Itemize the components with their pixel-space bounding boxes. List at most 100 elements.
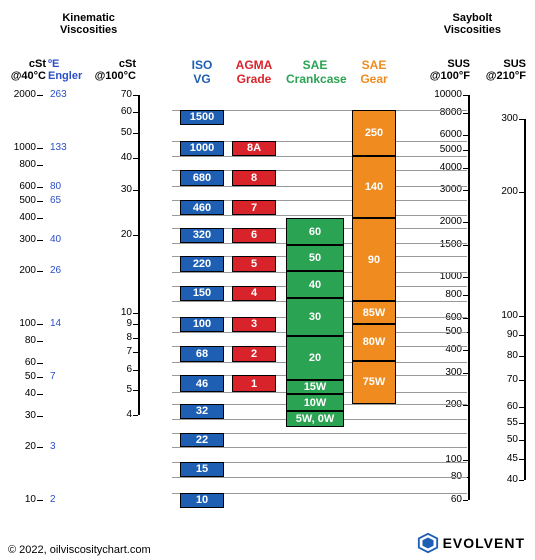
tick-sus210: 100 — [490, 311, 518, 321]
agma-box: 2 — [232, 346, 276, 362]
agma-box: 5 — [232, 256, 276, 271]
tick-mark — [519, 192, 524, 193]
col-header-sae-crankcase: SAECrankcase — [286, 58, 344, 86]
tick-sus100: 4000 — [432, 163, 462, 173]
tick-mark — [133, 338, 138, 339]
tick-cst40: 30 — [4, 411, 36, 421]
gridline — [172, 447, 467, 448]
gridline — [172, 186, 467, 187]
tick-cst40: 50 — [4, 372, 36, 382]
tick-mark — [133, 313, 138, 314]
tick-sus210: 60 — [490, 402, 518, 412]
tick-sus210: 45 — [490, 454, 518, 464]
tick-cst100: 10 — [108, 308, 132, 318]
iso-box: 32 — [180, 404, 224, 418]
tick-mark — [519, 316, 524, 317]
tick-mark — [37, 95, 43, 96]
col-header-agma: AGMAGrade — [232, 58, 276, 86]
sae-crankcase-box: 20 — [286, 336, 344, 380]
iso-box: 680 — [180, 170, 224, 186]
tick-mark — [133, 390, 138, 391]
header-saybolt: Saybolt Viscosities — [444, 12, 501, 36]
tick-sus100: 60 — [432, 495, 462, 505]
tick-cst100: 70 — [108, 90, 132, 100]
tick-sus100: 10000 — [432, 90, 462, 100]
tick-cst100: 4 — [108, 410, 132, 420]
agma-box: 3 — [232, 317, 276, 332]
sae-gear-box: 80W — [352, 324, 396, 361]
sae-gear-box: 85W — [352, 301, 396, 324]
label-cst100-l2: @100°C — [94, 70, 136, 82]
tick-cst40: 600 — [4, 182, 36, 192]
tick-mark — [37, 394, 43, 395]
tick-mark — [463, 460, 468, 461]
tick-cst100: 30 — [108, 185, 132, 195]
tick-mark — [519, 407, 524, 408]
tick-cst40: 300 — [4, 235, 36, 245]
tick-cst40: 100 — [4, 319, 36, 329]
tick-mark — [37, 240, 43, 241]
tick-mark — [463, 190, 468, 191]
tick-mark — [37, 341, 43, 342]
iso-box: 460 — [180, 200, 224, 215]
tick-mark — [519, 440, 524, 441]
tick-mark — [133, 415, 138, 416]
tick-mark — [519, 480, 524, 481]
iso-box: 100 — [180, 317, 224, 332]
tick-mark — [37, 416, 43, 417]
iso-box: 15 — [180, 462, 224, 477]
tick-mark — [519, 423, 524, 424]
tick-mark — [133, 133, 138, 134]
label-sus210-l2: @210°F — [484, 70, 526, 82]
tick-mark — [133, 352, 138, 353]
logo: EVOLVENT — [417, 532, 525, 554]
tick-mark — [37, 500, 43, 501]
sae-gear-box: 250 — [352, 110, 396, 156]
agma-box: 8A — [232, 141, 276, 156]
iso-box: 320 — [180, 228, 224, 243]
tick-cst40: 10 — [4, 495, 36, 505]
tick-mark — [37, 324, 43, 325]
label-cst100-l1: cSt — [94, 58, 136, 70]
sae-crankcase-box: 15W — [286, 380, 344, 394]
tick-sus210: 40 — [490, 475, 518, 485]
tick-engler: 3 — [50, 442, 56, 452]
tick-sus100: 1500 — [432, 240, 462, 250]
tick-sus210: 70 — [490, 375, 518, 385]
tick-engler: 80 — [50, 182, 61, 192]
sae-gear-box: 90 — [352, 218, 396, 301]
tick-sus100: 2000 — [432, 217, 462, 227]
tick-engler: 14 — [50, 319, 61, 329]
sae-crankcase-box: 10W — [286, 394, 344, 411]
tick-cst100: 7 — [108, 347, 132, 357]
axis-cst100 — [138, 95, 140, 415]
tick-mark — [519, 356, 524, 357]
agma-box: 1 — [232, 375, 276, 392]
tick-mark — [463, 350, 468, 351]
tick-mark — [463, 245, 468, 246]
tick-cst100: 5 — [108, 385, 132, 395]
sae-gear-box: 75W — [352, 361, 396, 405]
tick-mark — [133, 158, 138, 159]
tick-mark — [463, 168, 468, 169]
tick-cst100: 50 — [108, 128, 132, 138]
sae-crankcase-box: 50 — [286, 245, 344, 271]
axis-sus210 — [524, 119, 526, 480]
tick-sus210: 90 — [490, 330, 518, 340]
tick-mark — [463, 277, 468, 278]
tick-cst40: 2000 — [4, 90, 36, 100]
tick-mark — [133, 324, 138, 325]
iso-box: 10 — [180, 493, 224, 508]
sae-crankcase-box: 60 — [286, 218, 344, 245]
tick-cst100: 9 — [108, 319, 132, 329]
tick-sus100: 1000 — [432, 272, 462, 282]
label-cst40-l1: cSt — [4, 58, 46, 70]
tick-mark — [463, 318, 468, 319]
agma-box: 6 — [232, 228, 276, 243]
tick-sus100: 6000 — [432, 130, 462, 140]
tick-mark — [37, 447, 43, 448]
tick-mark — [519, 335, 524, 336]
tick-sus210: 50 — [490, 435, 518, 445]
iso-box: 1000 — [180, 141, 224, 156]
tick-cst100: 40 — [108, 153, 132, 163]
